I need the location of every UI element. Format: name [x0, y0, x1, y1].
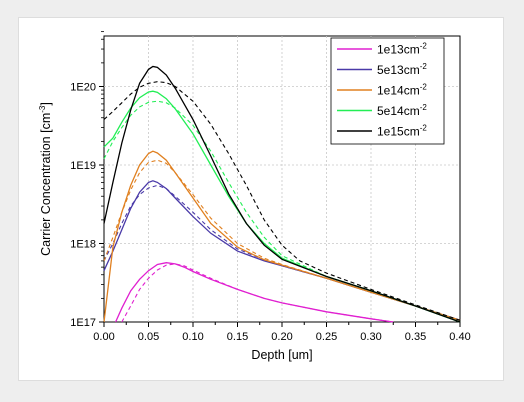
legend: 1e13cm-2 5e13cm-2 1e14cm-2 5e14cm-2 1e15cm-2 — [330, 37, 445, 145]
legend-label: 1e13cm-2 — [377, 42, 427, 57]
series-line-dashed — [121, 263, 394, 323]
series-line-dashed — [103, 81, 461, 321]
x-tick-label: 0.30 — [360, 331, 381, 343]
legend-box — [330, 37, 445, 145]
series-line-solid — [115, 262, 394, 323]
carrier-concentration-chart: 0.00 0.05 0.10 0.15 0.20 0.25 0.30 0.35 0.40 1E17… — [38, 31, 471, 362]
chart-card: 0.00 0.05 0.10 0.15 0.20 0.25 0.30 0.35 0.40 1E17… — [18, 17, 504, 381]
y-tick-label: 1E20 — [70, 82, 96, 94]
x-tick-label: 0.00 — [93, 331, 114, 343]
legend-label: 5e14cm-2 — [377, 103, 427, 118]
x-tick-label: 0.05 — [138, 331, 159, 343]
x-tick-label: 0.25 — [316, 331, 337, 343]
axis-ticks: 0.00 0.05 0.10 0.15 0.20 0.25 0.30 0.35 0.40 1E17… — [70, 31, 471, 343]
x-tick-label: 0.40 — [449, 331, 470, 343]
series-line-dashed — [103, 100, 461, 323]
series-line-dashed — [103, 184, 461, 321]
x-tick-label: 0.15 — [227, 331, 248, 343]
x-axis-title: Depth [um] — [251, 348, 312, 362]
legend-label: 1e14cm-2 — [377, 83, 427, 98]
y-axis-title: Carrier Concentration [cm-3] — [38, 102, 53, 256]
series-line-solid — [103, 150, 461, 323]
x-tick-label: 0.20 — [271, 331, 292, 343]
legend-label: 5e13cm-2 — [377, 62, 427, 77]
y-tick-label: 1E17 — [70, 317, 96, 329]
legend-label: 1e15cm-2 — [377, 124, 427, 139]
series-layer — [103, 65, 461, 323]
x-tick-label: 0.10 — [182, 331, 203, 343]
y-tick-label: 1E19 — [70, 160, 96, 172]
y-tick-label: 1E18 — [70, 239, 96, 251]
series-line-solid — [103, 65, 461, 323]
x-tick-label: 0.35 — [405, 331, 426, 343]
